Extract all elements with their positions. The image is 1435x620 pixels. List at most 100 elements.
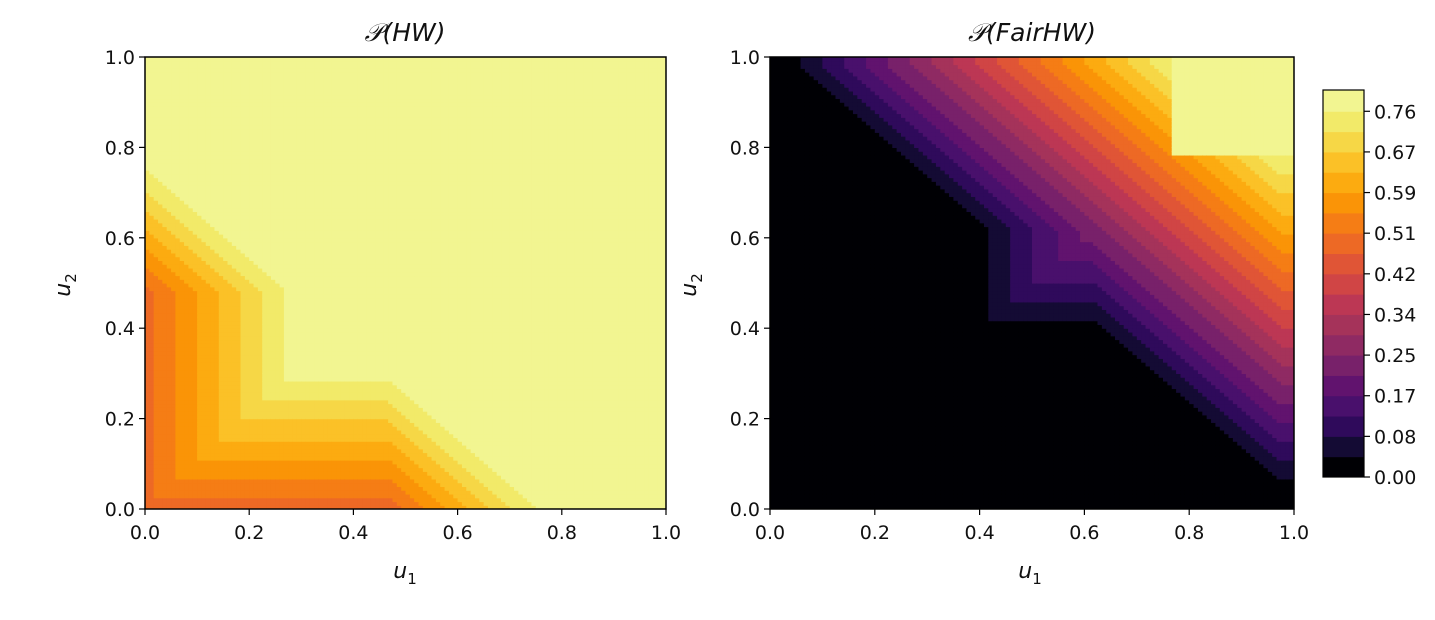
- contour-cell: [227, 339, 233, 344]
- contour-cell: [309, 335, 315, 341]
- contour-cell: [145, 380, 150, 386]
- contour-cell: [301, 290, 307, 295]
- contour-cell: [175, 234, 181, 239]
- contour-cell: [145, 83, 150, 88]
- contour-cell: [218, 215, 224, 220]
- contour-cell: [197, 207, 203, 213]
- contour-cell: [192, 294, 198, 299]
- contour-cell: [171, 448, 176, 454]
- contour-cell: [188, 192, 194, 197]
- contour-cell: [266, 373, 272, 378]
- contour-cell: [266, 414, 272, 420]
- contour-cell: [166, 426, 172, 431]
- contour-cell: [218, 396, 224, 401]
- contour-cell: [283, 132, 289, 137]
- contour-cell: [223, 64, 229, 69]
- contour-cell: [257, 460, 263, 465]
- contour-cell: [288, 83, 294, 88]
- contour-cell: [184, 102, 190, 107]
- contour-cell: [244, 181, 250, 186]
- contour-cell: [210, 264, 216, 269]
- contour-cell: [279, 501, 285, 506]
- contour-cell: [184, 188, 190, 194]
- contour-cell: [270, 222, 276, 228]
- contour-cell: [184, 331, 190, 337]
- contour-cell: [205, 230, 211, 235]
- contour-cell: [201, 313, 207, 318]
- contour-cell: [262, 486, 268, 491]
- contour-cell: [279, 335, 285, 341]
- contour-cell: [323, 369, 328, 374]
- contour-cell: [184, 441, 190, 446]
- contour-cell: [171, 384, 176, 390]
- contour-cell: [197, 365, 203, 371]
- contour-cell: [227, 237, 233, 243]
- contour-cell: [158, 94, 163, 100]
- contour-cell: [227, 117, 233, 122]
- contour-cell: [309, 482, 315, 487]
- contour-cell: [288, 396, 294, 401]
- contour-cell: [214, 403, 220, 408]
- contour-cell: [257, 286, 263, 292]
- contour-cell: [227, 72, 233, 77]
- contour-cell: [145, 362, 150, 367]
- contour-cell: [175, 94, 181, 100]
- contour-cell: [262, 493, 268, 499]
- contour-cell: [240, 505, 246, 509]
- contour-cell: [162, 441, 168, 446]
- contour-cell: [236, 226, 242, 231]
- contour-cell: [318, 283, 324, 288]
- contour-cell: [249, 158, 255, 164]
- contour-cell: [197, 448, 203, 454]
- contour-cell: [292, 237, 298, 243]
- contour-cell: [162, 463, 168, 469]
- contour-cell: [305, 305, 311, 310]
- contour-cell: [188, 475, 194, 480]
- contour-cell: [218, 154, 224, 160]
- contour-cell: [318, 301, 324, 307]
- contour-cell: [175, 339, 181, 344]
- contour-cell: [296, 463, 302, 469]
- contour-cell: [192, 316, 198, 322]
- contour-cell: [192, 75, 198, 81]
- contour-cell: [301, 324, 307, 329]
- contour-cell: [309, 218, 315, 224]
- contour-cell: [149, 335, 155, 341]
- contour-cell: [231, 177, 237, 182]
- contour-cell: [188, 373, 194, 378]
- contour-cell: [257, 245, 263, 250]
- contour-cell: [201, 373, 207, 378]
- contour-cell: [236, 456, 242, 461]
- contour-cell: [309, 373, 315, 378]
- contour-cell: [153, 396, 159, 401]
- contour-cell: [253, 309, 259, 314]
- contour-cell: [192, 505, 198, 509]
- contour-cell: [223, 486, 229, 491]
- contour-cell: [275, 320, 281, 326]
- contour-cell: [145, 154, 150, 160]
- contour-cell: [309, 369, 315, 374]
- contour-cell: [205, 60, 211, 66]
- contour-cell: [301, 441, 307, 446]
- contour-cell: [262, 392, 268, 397]
- contour-cell: [244, 452, 250, 457]
- contour-cell: [145, 57, 150, 62]
- contour-cell: [153, 475, 159, 480]
- contour-cell: [318, 256, 324, 261]
- contour-cell: [283, 173, 289, 179]
- contour-cell: [275, 448, 281, 454]
- contour-cell: [158, 290, 163, 295]
- contour-cell: [266, 267, 272, 273]
- contour-cell: [270, 121, 276, 126]
- contour-cell: [309, 57, 315, 62]
- contour-cell: [257, 226, 263, 231]
- contour-cell: [249, 267, 255, 273]
- contour-cell: [301, 128, 307, 133]
- contour-cell: [201, 362, 207, 367]
- contour-cell: [153, 433, 159, 439]
- contour-cell: [175, 331, 181, 337]
- contour-cell: [296, 478, 302, 484]
- contour-cell: [184, 57, 190, 62]
- contour-cell: [201, 241, 207, 246]
- contour-cell: [192, 320, 198, 326]
